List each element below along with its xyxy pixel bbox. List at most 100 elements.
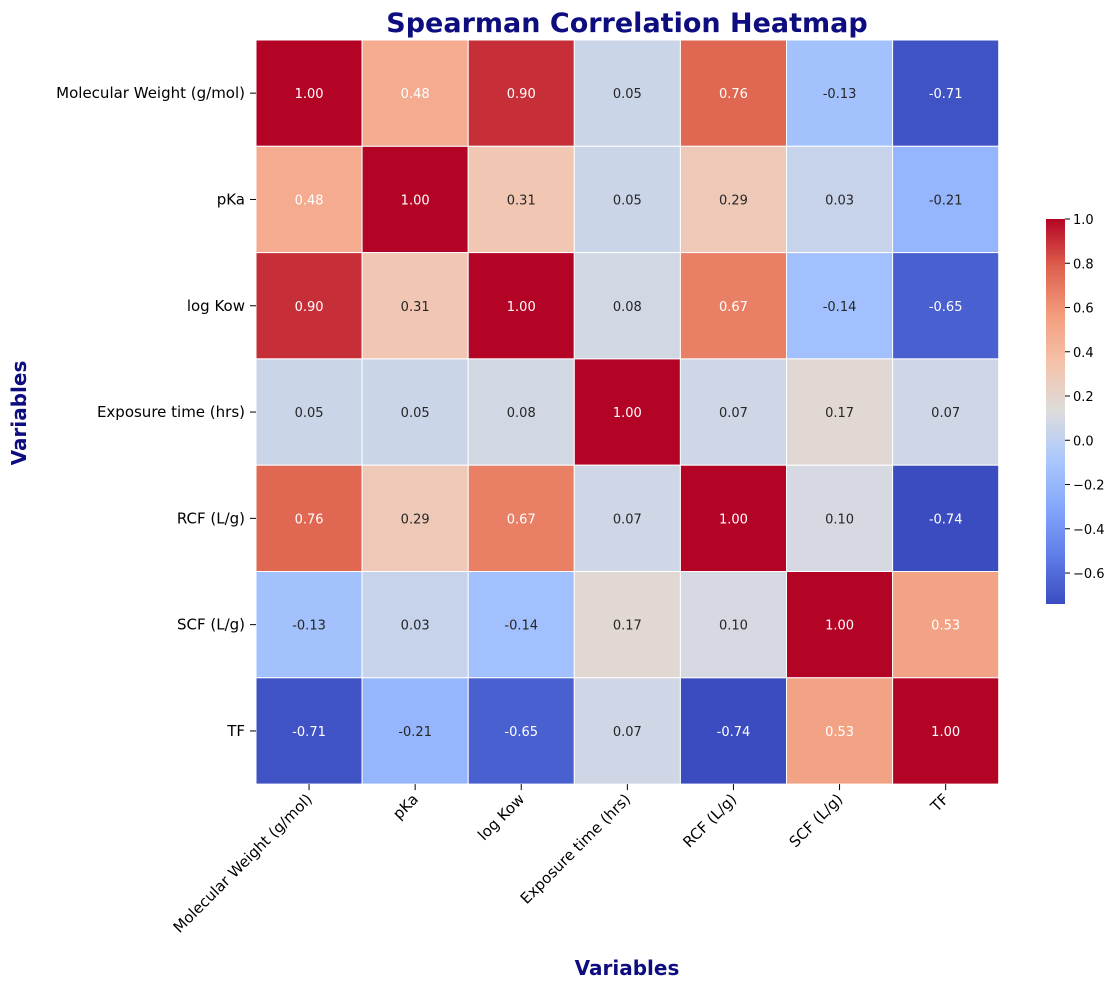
cell-value-label: 0.10 bbox=[825, 512, 854, 527]
heatmap-cell bbox=[467, 145, 575, 254]
heatmap-cell bbox=[679, 252, 788, 360]
cell-value-label: 1.00 bbox=[931, 725, 960, 740]
x-tick-label: SCF (L/g) bbox=[786, 790, 847, 851]
cell-value-label: 0.08 bbox=[613, 300, 642, 315]
heatmap-cell bbox=[679, 677, 788, 785]
cell-value-label: 0.53 bbox=[931, 619, 960, 634]
colorbar-tick-label: −0.6 bbox=[1073, 567, 1105, 582]
cell-value-label: -0.21 bbox=[398, 725, 432, 740]
heatmap-cell bbox=[892, 677, 1000, 785]
cell-value-label: -0.71 bbox=[929, 87, 963, 102]
cell-value-label: -0.14 bbox=[823, 300, 857, 315]
heatmap-cell bbox=[467, 39, 575, 147]
cell-value-label: 0.29 bbox=[719, 193, 748, 208]
heatmap-cell bbox=[255, 252, 363, 360]
cell-value-label: 0.05 bbox=[613, 87, 642, 102]
cell-value-label: 0.53 bbox=[825, 725, 854, 740]
heatmap-cell bbox=[255, 464, 363, 573]
heatmap-cell bbox=[467, 571, 575, 679]
heatmap-cell bbox=[786, 252, 894, 360]
cell-value-label: 0.31 bbox=[401, 300, 430, 315]
heatmap-cell bbox=[573, 358, 681, 466]
y-tick-label: Molecular Weight (g/mol) bbox=[56, 84, 245, 102]
heatmap-cell bbox=[361, 252, 469, 360]
x-tick-label: log Kow bbox=[474, 790, 528, 844]
cell-value-label: 0.05 bbox=[613, 193, 642, 208]
x-tick-label: RCF (L/g) bbox=[679, 790, 740, 851]
colorbar: 1.0 0.8 0.6 0.4 0.2 0.0 −0.2 −0.4 −0.6 bbox=[1046, 213, 1105, 604]
y-tick-label: log Kow bbox=[187, 297, 245, 315]
x-axis-label: Variables bbox=[575, 956, 680, 980]
cell-value-label: 1.00 bbox=[295, 87, 324, 102]
y-tick-label: Exposure time (hrs) bbox=[97, 403, 245, 421]
colorbar-tick-label: 0.8 bbox=[1073, 257, 1094, 272]
cell-value-label: 0.07 bbox=[719, 406, 748, 421]
heatmap-cell bbox=[361, 358, 469, 466]
cell-value-label: 1.00 bbox=[719, 512, 748, 527]
heatmap-cell bbox=[573, 252, 681, 360]
cell-value-label: 0.05 bbox=[401, 406, 430, 421]
heatmap-cell bbox=[255, 571, 363, 679]
heatmap-cell bbox=[786, 677, 894, 785]
cell-value-label: 0.17 bbox=[613, 619, 642, 634]
heatmap-cells: 1.00 0.48 0.90 0.05 0.76 -0.13 -0.71 0.48 1.00 0.… bbox=[255, 39, 1000, 785]
cell-value-label: 0.29 bbox=[401, 512, 430, 527]
heatmap-cell bbox=[892, 145, 1000, 254]
heatmap-cell bbox=[573, 571, 681, 679]
cell-value-label: -0.14 bbox=[504, 619, 538, 634]
heatmap-cell bbox=[679, 571, 788, 679]
heatmap-cell bbox=[361, 39, 469, 147]
heatmap-cell bbox=[892, 358, 1000, 466]
heatmap-cell bbox=[255, 39, 363, 147]
cell-value-label: 1.00 bbox=[401, 193, 430, 208]
cell-value-label: -0.71 bbox=[292, 725, 326, 740]
cell-value-label: 0.08 bbox=[507, 406, 536, 421]
cell-value-label: 0.17 bbox=[825, 406, 854, 421]
y-tick-label: pKa bbox=[217, 190, 245, 208]
cell-value-label: -0.21 bbox=[929, 193, 963, 208]
y-axis-label: Variables bbox=[7, 361, 31, 466]
heatmap-cell bbox=[361, 571, 469, 679]
x-tick-label: Exposure time (hrs) bbox=[517, 790, 634, 907]
heatmap-cell bbox=[467, 252, 575, 360]
chart-title: Spearman Correlation Heatmap bbox=[386, 8, 867, 39]
heatmap-cell bbox=[892, 252, 1000, 360]
colorbar-ticks: 1.0 0.8 0.6 0.4 0.2 0.0 −0.2 −0.4 −0.6 bbox=[1065, 213, 1105, 582]
cell-value-label: 0.07 bbox=[613, 725, 642, 740]
cell-value-label: 0.05 bbox=[295, 406, 324, 421]
x-tick-labels: Molecular Weight (g/mol) pKa log KowExposu… bbox=[170, 784, 952, 936]
cell-value-label: 0.76 bbox=[719, 87, 748, 102]
cell-value-label: 0.07 bbox=[613, 512, 642, 527]
cell-value-label: 0.48 bbox=[295, 193, 324, 208]
cell-value-label: 0.03 bbox=[401, 619, 430, 634]
cell-value-label: 0.31 bbox=[507, 193, 536, 208]
cell-value-label: -0.13 bbox=[823, 87, 857, 102]
y-tick-label: RCF (L/g) bbox=[177, 509, 245, 527]
x-tick-label: Molecular Weight (g/mol) bbox=[170, 790, 316, 936]
y-tick-label: TF bbox=[226, 722, 245, 740]
cell-value-label: 0.03 bbox=[825, 193, 854, 208]
cell-value-label: -0.65 bbox=[929, 300, 963, 315]
cell-value-label: 1.00 bbox=[507, 300, 536, 315]
y-tick-labels: Molecular Weight (g/mol) pKa log Kow Expos… bbox=[56, 84, 256, 740]
cell-value-label: 0.67 bbox=[507, 512, 536, 527]
x-tick-label: TF bbox=[926, 790, 952, 816]
heatmap-cell bbox=[467, 464, 575, 573]
heatmap-cell bbox=[892, 464, 1000, 573]
heatmap-cell bbox=[786, 39, 894, 147]
heatmap-cell bbox=[467, 677, 575, 785]
cell-value-label: -0.74 bbox=[717, 725, 751, 740]
heatmap-cell bbox=[786, 145, 894, 254]
cell-value-label: 0.10 bbox=[719, 619, 748, 634]
heatmap-cell bbox=[679, 145, 788, 254]
colorbar-tick-label: −0.2 bbox=[1073, 479, 1105, 494]
colorbar-gradient bbox=[1046, 219, 1065, 604]
y-tick-label: SCF (L/g) bbox=[177, 616, 245, 634]
cell-value-label: -0.13 bbox=[292, 619, 326, 634]
cell-value-label: 1.00 bbox=[825, 619, 854, 634]
colorbar-tick-label: 0.4 bbox=[1073, 346, 1094, 361]
heatmap-cell bbox=[786, 358, 894, 466]
cell-value-label: 0.67 bbox=[719, 300, 748, 315]
cell-value-label: 0.48 bbox=[401, 87, 430, 102]
